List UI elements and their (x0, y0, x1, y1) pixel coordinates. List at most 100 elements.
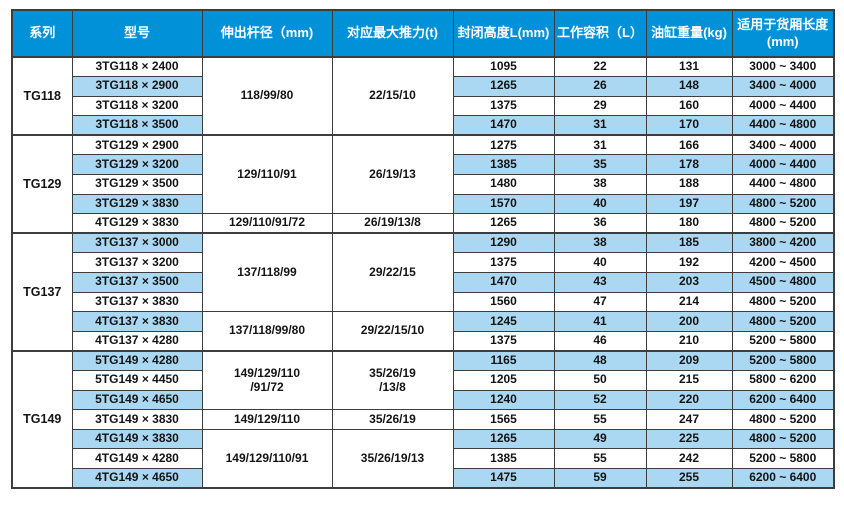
table-row: 4TG137 × 4280 1375 46 210 5200 ~ 5800 (12, 330, 835, 352)
model-cell: 3TG137 × 3500 (71, 272, 203, 293)
model-cell: 3TG137 × 3200 (71, 252, 203, 274)
table-row: 4TG149 × 4650 1475 59 255 6200 ~ 6400 (12, 467, 835, 489)
working-volume-cell: 36 (553, 213, 647, 234)
working-volume-cell: 40 (553, 252, 647, 274)
cylinder-weight-cell: 131 (645, 56, 733, 78)
rod-diameter-cell: 129/110/91/72 (201, 213, 333, 234)
model-cell: 4TG149 × 4280 (71, 448, 203, 469)
table-row: 3TG118 × 3200 1375 29 160 4000 ~ 4400 (12, 95, 835, 117)
max-thrust-cell: 29/22/15 (331, 232, 454, 313)
cylinder-weight-cell: 242 (645, 448, 733, 469)
header-cell-7: 适用于货厢长度 (mm) (731, 9, 835, 58)
cargo-length-cell: 3400 ~ 4000 (731, 76, 835, 97)
table-row: TG118 3TG118 × 2400 118/99/80 22/15/10 1095 2… (11, 55, 835, 136)
rod-diameter-cell: 137/118/99/80 (201, 311, 333, 352)
header-cell-6: 油缸重量(kg) (645, 9, 733, 58)
header-row: 系列 型号 伸出杆径（mm) 对应最大推力(t) 封闭高度L(mm) 工作容积（L） 油缸重… (11, 9, 835, 58)
closed-height-cell: 1475 (452, 467, 555, 489)
cargo-length-cell: 4800 ~ 5200 (731, 291, 835, 313)
cargo-length-cell: 3400 ~ 4000 (731, 134, 835, 156)
cargo-length-cell: 6200 ~ 6400 (731, 467, 835, 489)
table-row: 3TG129 × 3830 1570 40 197 4800 ~ 5200 (12, 193, 835, 215)
working-volume-cell: 40 (553, 193, 647, 215)
header-cell-5: 工作容积（L） (553, 9, 647, 58)
closed-height-cell: 1265 (452, 76, 555, 97)
cylinder-weight-cell: 166 (645, 134, 733, 156)
table-row: 3TG129 × 3500 1480 38 188 4400 ~ 4800 (12, 174, 835, 195)
working-volume-cell: 41 (553, 311, 647, 332)
working-volume-cell: 31 (553, 134, 647, 156)
closed-height-cell: 1470 (452, 115, 555, 136)
working-volume-cell: 47 (553, 291, 647, 313)
closed-height-cell: 1560 (452, 291, 555, 313)
closed-height-cell: 1565 (452, 409, 555, 430)
cylinder-weight-cell: 209 (645, 349, 733, 371)
cargo-length-cell: 5200 ~ 5800 (731, 349, 835, 371)
working-volume-cell: 48 (553, 349, 647, 371)
cylinder-weight-cell: 170 (645, 115, 733, 136)
model-cell: 3TG129 × 2900 (71, 134, 203, 156)
cargo-length-cell: 4500 ~ 4800 (731, 272, 835, 293)
cargo-length-cell: 5200 ~ 5800 (731, 448, 835, 469)
table-row: 3TG137 × 3500 1470 43 203 4500 ~ 4800 (12, 272, 835, 293)
series-cell: TG149 (11, 349, 73, 489)
model-cell: 3TG129 × 3830 (71, 193, 203, 215)
table-row: 4TG129 × 3830 129/110/91/72 26/19/13/8 1265… (12, 213, 835, 234)
model-cell: 4TG137 × 3830 (71, 311, 203, 332)
model-cell: 3TG118 × 3200 (71, 95, 203, 117)
working-volume-cell: 26 (553, 76, 647, 97)
closed-height-cell: 1265 (452, 213, 555, 234)
model-cell: 4TG149 × 4650 (71, 467, 203, 489)
model-cell: 3TG118 × 3500 (71, 115, 203, 136)
closed-height-cell: 1375 (452, 252, 555, 274)
closed-height-cell: 1375 (452, 330, 555, 352)
cargo-length-cell: 4800 ~ 5200 (731, 193, 835, 215)
model-cell: 5TG149 × 4450 (71, 370, 203, 391)
header-cell-1: 型号 (71, 9, 203, 58)
cargo-length-cell: 4800 ~ 5200 (731, 409, 835, 430)
table-row: 3TG149 × 3830 149/129/110 35/26/19 1565 55 24… (12, 409, 835, 430)
working-volume-cell: 52 (553, 389, 647, 411)
max-thrust-cell: 35/26/19 /13/8 (331, 349, 454, 411)
closed-height-cell: 1470 (452, 272, 555, 293)
cylinder-weight-cell: 188 (645, 174, 733, 195)
working-volume-cell: 46 (553, 330, 647, 352)
cylinder-weight-cell: 185 (645, 232, 733, 254)
closed-height-cell: 1275 (452, 134, 555, 156)
max-thrust-cell: 26/19/13/8 (331, 213, 454, 234)
header-cell-0: 系列 (11, 9, 73, 58)
cylinder-weight-cell: 210 (645, 330, 733, 352)
cylinder-weight-cell: 160 (645, 95, 733, 117)
model-cell: 5TG149 × 4280 (71, 349, 203, 371)
max-thrust-cell: 29/22/15/10 (331, 311, 454, 352)
model-cell: 4TG129 × 3830 (71, 213, 203, 234)
cylinder-weight-cell: 178 (645, 154, 733, 176)
cylinder-weight-cell: 215 (645, 370, 733, 391)
table-row: TG149 5TG149 × 4280 149/129/110 /91/72 35/2… (11, 349, 835, 489)
cargo-length-cell: 4000 ~ 4400 (731, 154, 835, 176)
closed-height-cell: 1480 (452, 174, 555, 195)
closed-height-cell: 1240 (452, 389, 555, 411)
closed-height-cell: 1165 (452, 349, 555, 371)
spec-table-body: TG118 3TG118 × 2400 118/99/80 22/15/10 1095 2… (11, 55, 835, 489)
model-cell: 3TG129 × 3500 (71, 174, 203, 195)
cylinder-weight-cell: 148 (645, 76, 733, 97)
spec-table: 系列 型号 伸出杆径（mm) 对应最大推力(t) 封闭高度L(mm) 工作容积（L） 油缸重… (11, 9, 835, 490)
closed-height-cell: 1245 (452, 311, 555, 332)
cargo-length-cell: 4400 ~ 4800 (731, 115, 835, 136)
closed-height-cell: 1385 (452, 154, 555, 176)
rod-diameter-cell: 137/118/99 (201, 232, 333, 313)
max-thrust-cell: 26/19/13 (331, 134, 454, 215)
working-volume-cell: 35 (553, 154, 647, 176)
header-cell-4: 封闭高度L(mm) (452, 9, 555, 58)
closed-height-cell: 1205 (452, 370, 555, 391)
rod-diameter-cell: 129/110/91 (201, 134, 333, 215)
table-row: 4TG137 × 3830 137/118/99/80 29/22/15/10 124… (12, 311, 835, 352)
cargo-length-cell: 4200 ~ 4500 (731, 252, 835, 274)
working-volume-cell: 38 (553, 174, 647, 195)
table-row: 5TG149 × 4650 1240 52 220 6200 ~ 6400 (12, 389, 835, 411)
closed-height-cell: 1570 (452, 193, 555, 215)
closed-height-cell: 1385 (452, 448, 555, 469)
cargo-length-cell: 6200 ~ 6400 (731, 389, 835, 411)
working-volume-cell: 22 (553, 56, 647, 78)
